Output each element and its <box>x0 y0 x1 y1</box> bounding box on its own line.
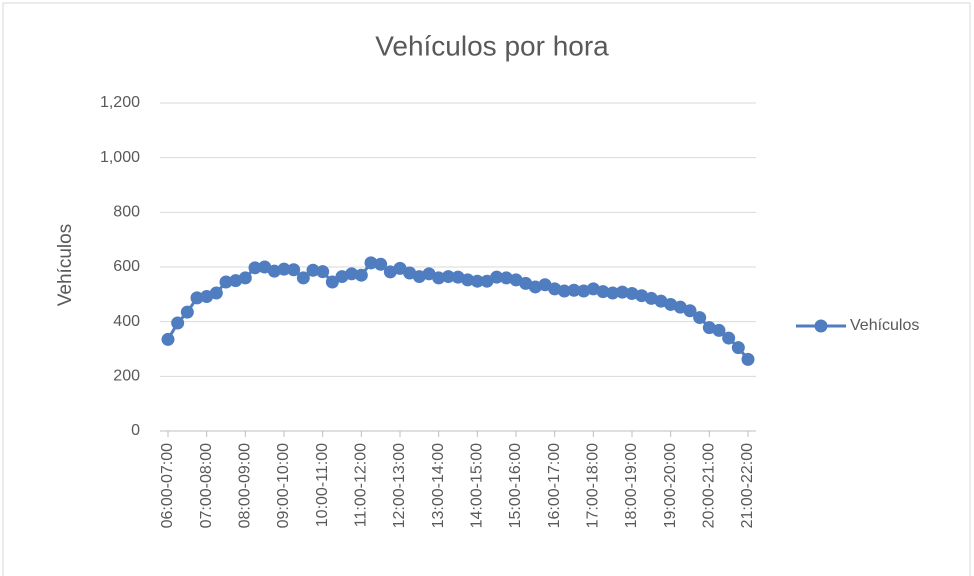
x-tick-label: 18:00-19:00 <box>623 443 640 529</box>
x-tick-label: 17:00-18:00 <box>585 443 602 529</box>
data-point <box>596 285 610 299</box>
y-axis-title: Vehículos <box>55 224 76 306</box>
data-point <box>441 270 455 284</box>
data-point <box>248 261 262 275</box>
data-point <box>683 304 697 318</box>
data-point <box>499 271 513 285</box>
data-point <box>557 284 571 298</box>
x-tick-label: 19:00-20:00 <box>662 443 679 529</box>
data-point <box>345 267 359 281</box>
data-point <box>325 275 339 289</box>
data-point <box>615 285 629 299</box>
data-point <box>625 287 639 301</box>
data-point <box>219 275 233 289</box>
x-tick-label: 16:00-17:00 <box>546 443 563 529</box>
x-tick-label: 13:00-14:00 <box>430 443 447 529</box>
data-point <box>374 257 388 271</box>
data-point <box>316 265 330 279</box>
x-tick-label: 15:00-16:00 <box>507 443 524 529</box>
data-point <box>161 332 175 346</box>
data-point <box>528 280 542 294</box>
data-point <box>306 263 320 277</box>
x-tick-label: 14:00-15:00 <box>469 443 486 529</box>
data-point <box>712 323 726 337</box>
data-point <box>470 274 484 288</box>
data-point <box>567 283 581 297</box>
data-point <box>693 311 707 325</box>
data-point <box>606 286 620 300</box>
x-tick-label: 10:00-11:00 <box>314 443 331 527</box>
y-tick-label: 400 <box>113 313 140 330</box>
legend-marker <box>814 319 828 333</box>
x-tick-label: 07:00-08:00 <box>198 443 215 529</box>
data-point <box>393 261 407 275</box>
x-tick-label: 08:00-09:00 <box>237 443 254 529</box>
y-tick-label: 200 <box>113 368 140 385</box>
data-point <box>354 268 368 282</box>
data-point <box>277 262 291 276</box>
data-point <box>267 264 281 278</box>
data-point <box>722 331 736 345</box>
data-point <box>741 352 755 366</box>
y-tick-label: 600 <box>113 258 140 275</box>
data-point <box>490 270 504 284</box>
x-tick-label: 20:00-21:00 <box>701 443 718 529</box>
data-point <box>461 273 475 287</box>
data-point <box>180 305 194 319</box>
data-point <box>209 286 223 300</box>
data-point <box>296 271 310 285</box>
data-point <box>287 263 301 277</box>
data-point <box>731 341 745 355</box>
data-point <box>171 316 185 330</box>
data-point <box>364 256 378 270</box>
data-point <box>577 284 591 298</box>
y-tick-label: 0 <box>131 422 140 439</box>
data-point <box>238 271 252 285</box>
data-point <box>548 282 562 296</box>
legend-label: Vehículos <box>850 317 919 334</box>
data-point <box>190 291 204 305</box>
data-point <box>432 271 446 285</box>
chart-title: Vehículos por hora <box>375 30 609 61</box>
x-tick-label: 06:00-07:00 <box>159 443 176 529</box>
x-tick-label: 12:00-13:00 <box>391 443 408 529</box>
y-tick-label: 1,000 <box>100 149 140 166</box>
x-tick-label: 21:00-22:00 <box>739 443 756 529</box>
y-tick-label: 1,200 <box>100 94 140 111</box>
x-tick-label: 09:00-10:00 <box>275 443 292 529</box>
x-tick-label: 11:00-12:00 <box>353 443 370 527</box>
y-tick-label: 800 <box>113 204 140 221</box>
